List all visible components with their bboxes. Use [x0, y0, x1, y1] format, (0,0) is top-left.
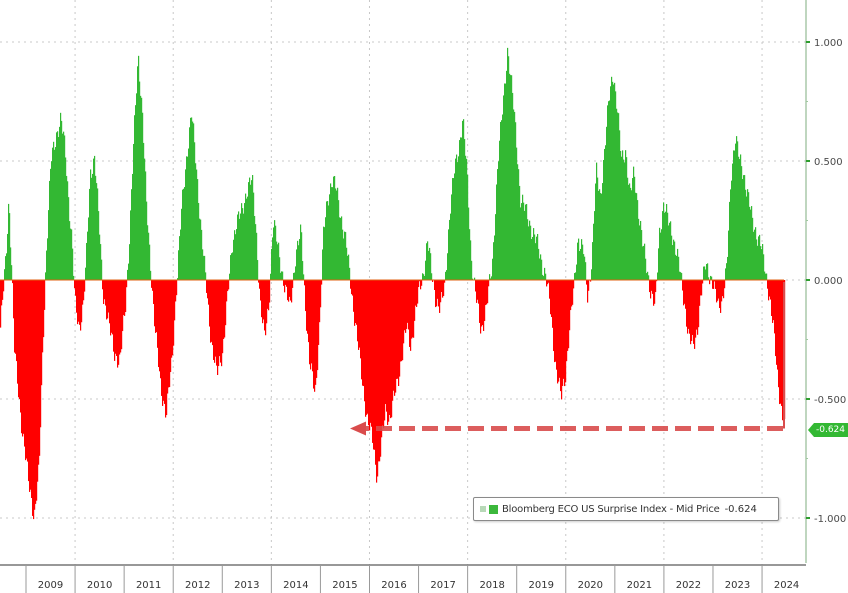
svg-text:0.500: 0.500 — [814, 157, 843, 168]
legend: Bloomberg ECO US Surprise Index - Mid Pr… — [473, 497, 779, 521]
svg-text:2016: 2016 — [381, 580, 406, 591]
x-axis: 2009 2010 2011 2012 2013 2014 2015 2016 2017 2018… — [0, 564, 806, 593]
svg-text:2011: 2011 — [136, 580, 161, 591]
svg-text:2017: 2017 — [430, 580, 455, 591]
svg-text:-1.000: -1.000 — [814, 514, 846, 525]
svg-text:2022: 2022 — [676, 580, 701, 591]
legend-label: Bloomberg ECO US Surprise Index - Mid Pr… — [502, 503, 720, 515]
surprise-index-series — [0, 47, 786, 520]
svg-text:0.000: 0.000 — [814, 276, 843, 287]
last-value-tag: -0.624 — [808, 423, 848, 437]
svg-text:2023: 2023 — [725, 580, 750, 591]
svg-text:2024: 2024 — [774, 580, 799, 591]
svg-text:2018: 2018 — [479, 580, 504, 591]
svg-text:2019: 2019 — [529, 580, 554, 591]
svg-text:2012: 2012 — [185, 580, 210, 591]
svg-text:2009: 2009 — [38, 580, 63, 591]
svg-text:2021: 2021 — [627, 580, 652, 591]
svg-text:-0.500: -0.500 — [814, 395, 846, 406]
svg-text:2020: 2020 — [578, 580, 603, 591]
svg-text:2013: 2013 — [234, 580, 259, 591]
svg-text:2014: 2014 — [283, 580, 308, 591]
svg-text:2015: 2015 — [332, 580, 357, 591]
svg-text:2010: 2010 — [87, 580, 112, 591]
y-axis: 1.000 0.500 0.000 -0.500 -1.000 — [805, 0, 846, 563]
dashed-arrow-annotation — [350, 282, 785, 436]
legend-swatch-icon — [489, 504, 498, 514]
legend-value: -0.624 — [724, 503, 757, 515]
svg-text:1.000: 1.000 — [814, 38, 843, 49]
legend-toggle-icon — [480, 506, 486, 512]
